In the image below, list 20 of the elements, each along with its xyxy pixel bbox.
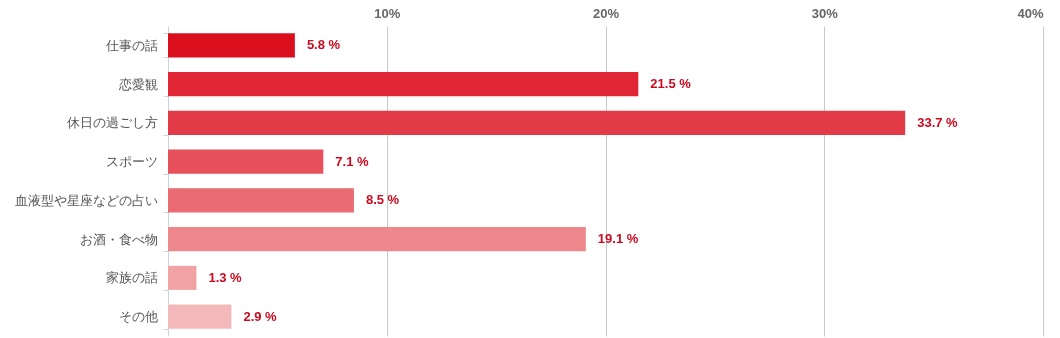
x-tick-label: 10% (374, 5, 401, 21)
data-label: 2.9 % (243, 308, 278, 324)
y-tick-label: 家族の話 (105, 270, 158, 286)
data-label: 8.5 % (365, 192, 400, 208)
y-tick-label: その他 (118, 309, 158, 325)
x-tick-label: 30% (811, 5, 839, 21)
data-label: 1.3 % (208, 269, 243, 285)
data-label: 21.5 % (650, 76, 692, 92)
data-label: 33.7 % (917, 114, 959, 130)
y-tick-label: スポーツ (105, 154, 158, 170)
data-label: 7.1 % (335, 153, 369, 169)
y-tick-label: 休日の過ごし方 (66, 115, 158, 131)
data-label: 19.1 % (597, 231, 639, 247)
data-label: 5.8 % (306, 37, 341, 53)
y-tick-label: お酒・食べ物 (79, 231, 158, 247)
y-tick-label: 仕事の話 (104, 37, 158, 53)
x-tick-label: 40% (1017, 5, 1044, 21)
y-tick-label: 血液型や星座などの占い (14, 192, 158, 208)
x-tick-label: 20% (592, 5, 620, 21)
y-tick-label: 恋愛観 (117, 76, 158, 92)
